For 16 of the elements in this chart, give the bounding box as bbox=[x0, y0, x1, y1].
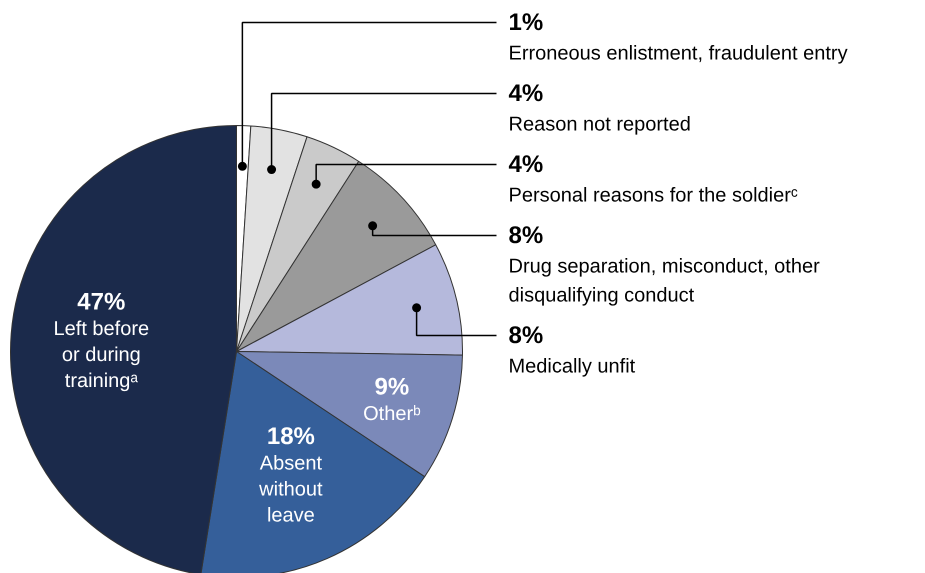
slice-label: Erroneous enlistment, fraudulent entry bbox=[508, 42, 848, 64]
data-label: 47% bbox=[77, 288, 126, 316]
data-label: 8% bbox=[508, 322, 544, 349]
slice-label: Otherᵇ bbox=[363, 402, 421, 425]
data-label: 4% bbox=[508, 151, 544, 178]
data-label: 1% bbox=[508, 9, 544, 36]
slice-label: Left before or during trainingᵃ bbox=[54, 318, 150, 392]
data-label: 18% bbox=[266, 423, 315, 450]
slice-label: Drug separation, misconduct, other disqualifying conduct bbox=[508, 256, 820, 306]
slice-label: Personal reasons for the soldierᶜ bbox=[508, 184, 798, 206]
slice-label: Absent without leave bbox=[258, 452, 323, 527]
slice-label: Medically unfit bbox=[508, 356, 636, 378]
slice-label: Reason not reported bbox=[508, 114, 691, 136]
data-label: 9% bbox=[374, 373, 410, 400]
data-label: 4% bbox=[508, 80, 544, 107]
data-label: 8% bbox=[508, 222, 544, 249]
